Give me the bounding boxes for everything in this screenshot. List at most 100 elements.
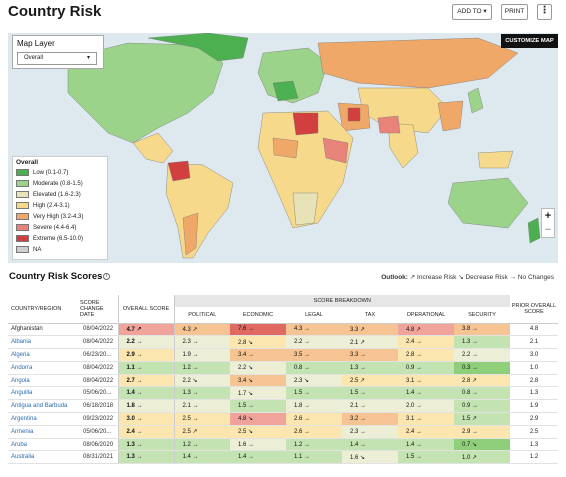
political-score-cell: 2.2 ↘ bbox=[174, 374, 230, 388]
legend-swatch bbox=[16, 180, 29, 187]
legend-item: Very High (3.2-4.3) bbox=[16, 213, 83, 222]
country-link[interactable]: Algeria bbox=[8, 348, 80, 362]
table-row[interactable]: Aruba 08/06/2020 1.3 → 1.2 → 1.6 → 1.2 → 1.4 →… bbox=[8, 438, 558, 452]
col-header-prior[interactable]: PRIOR OVERALL SCORE bbox=[510, 295, 558, 324]
prior-score-cell: 1.3 bbox=[510, 386, 558, 401]
section-title: Country Risk Scores bbox=[9, 271, 103, 282]
col-header-economic[interactable]: ECONOMIC bbox=[230, 307, 286, 324]
operational-score-cell: 4.8 ↗ bbox=[398, 323, 454, 337]
col-header-legal[interactable]: LEGAL bbox=[286, 307, 342, 324]
tax-score-cell: 2.3 → bbox=[342, 425, 398, 439]
table-row[interactable]: Afghanistan 08/04/2022 4.7 ↗ 4.3 ↗ 7.6 → 4.3 … bbox=[8, 323, 558, 337]
legal-score-cell: 2.6 → bbox=[286, 412, 342, 426]
economic-score-cell: 2.5 ↘ bbox=[230, 425, 286, 439]
legend-swatch bbox=[16, 224, 29, 231]
economic-score-cell: 7.6 → bbox=[230, 323, 286, 337]
score-change-date: 08/04/2022 bbox=[80, 323, 118, 337]
zoom-out-button[interactable]: − bbox=[544, 224, 552, 236]
legal-score-cell: 1.5 → bbox=[286, 386, 342, 401]
political-score-cell: 2.3 → bbox=[174, 335, 230, 350]
overall-score-cell: 4.7 ↗ bbox=[117, 323, 175, 337]
table-row[interactable]: Angola 08/04/2022 2.7 → 2.2 ↘ 3.4 ↘ 2.3 ↘ 2.5 … bbox=[8, 374, 558, 388]
economic-score-cell: 2.2 ↘ bbox=[230, 361, 286, 375]
table-row[interactable]: Australia 08/31/2021 1.3 → 1.4 → 1.4 → 1.1 → 1… bbox=[8, 450, 558, 465]
economic-score-cell: 1.4 → bbox=[230, 450, 286, 465]
country-link[interactable]: Afghanistan bbox=[8, 323, 80, 337]
prior-score-cell: 1.3 bbox=[510, 438, 558, 452]
col-header-political[interactable]: POLITICAL bbox=[174, 307, 230, 324]
tax-score-cell: 2.5 ↗ bbox=[342, 374, 398, 388]
country-link[interactable]: Angola bbox=[8, 374, 80, 388]
country-link[interactable]: Argentina bbox=[8, 412, 80, 426]
security-score-cell: 0.9 → bbox=[454, 399, 510, 414]
security-score-cell: 2.2 → bbox=[454, 348, 510, 362]
political-score-cell: 4.3 ↗ bbox=[174, 323, 230, 337]
info-icon[interactable]: i bbox=[103, 273, 110, 280]
zoom-in-button[interactable]: + bbox=[544, 210, 552, 222]
legend-swatch bbox=[16, 246, 29, 253]
economic-score-cell: 1.6 → bbox=[230, 438, 286, 452]
security-score-cell: 1.5 ↗ bbox=[454, 412, 510, 426]
legend-swatch bbox=[16, 235, 29, 242]
table-row[interactable]: Algeria 06/23/20... 2.9 → 1.9 → 3.4 → 3.5 → 3.… bbox=[8, 348, 558, 362]
page-title: Country Risk bbox=[8, 3, 102, 20]
prior-score-cell: 2.9 bbox=[510, 412, 558, 426]
country-link[interactable]: Aruba bbox=[8, 438, 80, 452]
legal-score-cell: 2.6 → bbox=[286, 425, 342, 439]
legend-swatch bbox=[16, 213, 29, 220]
table-row[interactable]: Armenia 05/06/20... 2.4 → 2.5 ↗ 2.5 ↘ 2.6 → 2.… bbox=[8, 425, 558, 439]
country-link[interactable]: Australia bbox=[8, 450, 80, 465]
prior-score-cell: 2.5 bbox=[510, 425, 558, 439]
country-link[interactable]: Anguilla bbox=[8, 386, 80, 401]
overall-score-cell: 2.7 → bbox=[117, 374, 175, 388]
col-header-tax[interactable]: TAX bbox=[342, 307, 398, 324]
customize-map-button[interactable]: CUSTOMIZE MAP bbox=[501, 34, 558, 48]
security-score-cell: 0.3 → bbox=[454, 361, 510, 375]
col-header-overall[interactable]: OVERALL SCORE bbox=[117, 295, 175, 324]
col-header-operational[interactable]: OPERATIONAL bbox=[398, 307, 454, 324]
prior-score-cell: 2.1 bbox=[510, 335, 558, 350]
legend-item: Elevated (1.6-2.3) bbox=[16, 191, 81, 200]
score-change-date: 08/31/2021 bbox=[80, 450, 118, 465]
country-link[interactable]: Andorra bbox=[8, 361, 80, 375]
prior-score-cell: 4.8 bbox=[510, 323, 558, 337]
political-score-cell: 2.5 → bbox=[174, 412, 230, 426]
legend-item: Moderate (0.8-1.5) bbox=[16, 180, 83, 189]
table-row[interactable]: Antigua and Barbuda 06/18/2018 1.8 → 2.1 → 1… bbox=[8, 399, 558, 414]
map-layer-label: Map Layer bbox=[17, 39, 55, 48]
table-row[interactable]: Albania 08/04/2022 2.2 → 2.3 → 2.8 ↘ 2.2 → 2.1… bbox=[8, 335, 558, 350]
political-score-cell: 1.3 → bbox=[174, 386, 230, 401]
political-score-cell: 1.9 → bbox=[174, 348, 230, 362]
legend-item: Extreme (6.5-10.0) bbox=[16, 235, 83, 244]
add-to-button[interactable]: ADD TO ▾ bbox=[452, 4, 492, 20]
legend-item: NA bbox=[16, 246, 41, 255]
country-link[interactable]: Armenia bbox=[8, 425, 80, 439]
operational-score-cell: 1.4 → bbox=[398, 386, 454, 401]
map-legend: Overall Low (0.1-0.7) Moderate (0.8-1.5)… bbox=[12, 156, 108, 260]
col-header-country[interactable]: COUNTRY/REGION bbox=[8, 295, 80, 324]
col-header-security[interactable]: SECURITY bbox=[454, 307, 510, 324]
operational-score-cell: 1.5 → bbox=[398, 450, 454, 465]
tax-score-cell: 2.1 ↗ bbox=[342, 335, 398, 350]
score-change-date: 09/23/2022 bbox=[80, 412, 118, 426]
more-options-icon[interactable]: ⋮ bbox=[537, 4, 552, 20]
world-risk-map[interactable]: CUSTOMIZE MAP Map Layer Overall ▾ Overal… bbox=[8, 33, 558, 263]
print-button[interactable]: PRINT bbox=[501, 4, 528, 20]
operational-score-cell: 3.1 → bbox=[398, 412, 454, 426]
overall-score-cell: 2.9 → bbox=[117, 348, 175, 362]
political-score-cell: 1.2 → bbox=[174, 438, 230, 452]
score-change-date: 06/18/2018 bbox=[80, 399, 118, 414]
security-score-cell: 0.8 → bbox=[454, 386, 510, 401]
country-link[interactable]: Albania bbox=[8, 335, 80, 350]
table-row[interactable]: Andorra 08/04/2022 1.1 → 1.2 → 2.2 ↘ 0.8 → 1.3… bbox=[8, 361, 558, 375]
legal-score-cell: 1.1 → bbox=[286, 450, 342, 465]
overall-score-cell: 1.8 → bbox=[117, 399, 175, 414]
operational-score-cell: 2.0 → bbox=[398, 399, 454, 414]
prior-score-cell: 1.2 bbox=[510, 450, 558, 465]
col-header-date[interactable]: SCORE CHANGE DATE bbox=[80, 295, 118, 324]
map-layer-select[interactable]: Overall ▾ bbox=[17, 52, 97, 65]
table-row[interactable]: Argentina 09/23/2022 3.0 → 2.5 → 4.8 ↘ 2.6 → 3… bbox=[8, 412, 558, 426]
security-score-cell: 0.7 ↘ bbox=[454, 438, 510, 452]
table-row[interactable]: Anguilla 05/06/20... 1.4 → 1.3 → 1.7 ↘ 1.5 → 1… bbox=[8, 386, 558, 401]
country-link[interactable]: Antigua and Barbuda bbox=[8, 399, 80, 414]
